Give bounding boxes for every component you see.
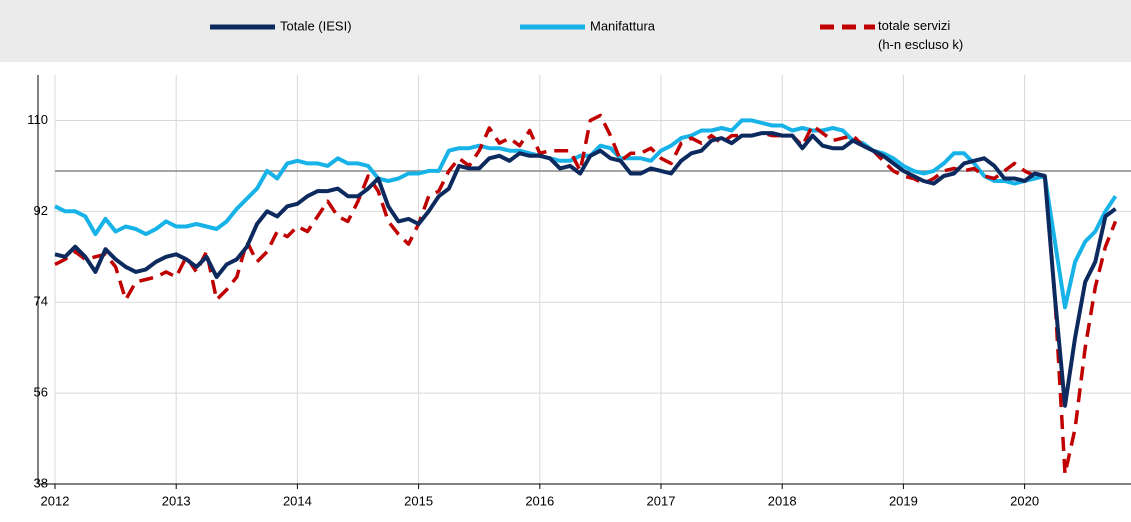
x-tick-label: 2019 bbox=[889, 493, 918, 508]
y-tick-label: 56 bbox=[34, 385, 48, 400]
x-tick-label: 2012 bbox=[41, 493, 70, 508]
series-line bbox=[54, 131, 1117, 408]
legend-label-line: (h-n escluso k) bbox=[878, 37, 963, 52]
legend-label: Totale (IESI) bbox=[280, 18, 352, 33]
x-tick-label: 2015 bbox=[404, 493, 433, 508]
series-line bbox=[54, 118, 1118, 310]
legend-box bbox=[0, 0, 1131, 62]
x-tick-label: 2013 bbox=[162, 493, 191, 508]
y-tick-label: 38 bbox=[34, 475, 48, 490]
x-tick-label: 2017 bbox=[647, 493, 676, 508]
x-tick-label: 2014 bbox=[283, 493, 312, 508]
legend-label-line: totale servizi bbox=[878, 18, 950, 33]
legend-label: totale servizi (h-n escluso k) bbox=[878, 18, 963, 52]
x-tick-label: 2020 bbox=[1010, 493, 1039, 508]
y-tick-label: 74 bbox=[34, 294, 48, 309]
x-tick-label: 2018 bbox=[768, 493, 797, 508]
legend-label: Manifattura bbox=[590, 18, 656, 33]
x-tick-label: 2016 bbox=[525, 493, 554, 508]
y-tick-label: 92 bbox=[34, 203, 48, 218]
